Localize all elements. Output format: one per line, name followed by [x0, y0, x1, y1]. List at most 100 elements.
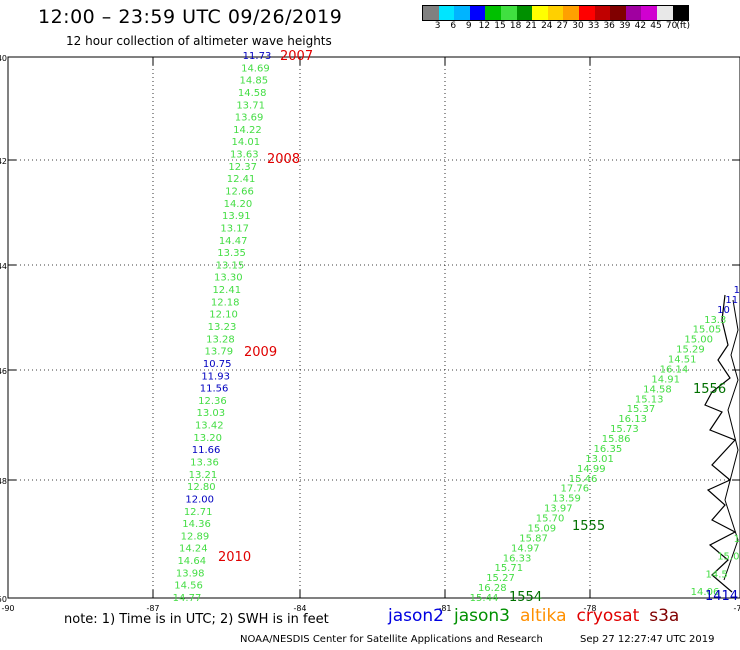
wave-height-value: 13.91 — [222, 211, 251, 222]
lat-tick-label: 46 — [0, 367, 7, 376]
colorbar-label: 24 — [541, 21, 553, 31]
footer-credit: NOAA/NESDIS Center for Satellite Applica… — [240, 634, 543, 645]
legend-item-altika: altika — [520, 606, 567, 626]
legend-item-jason2: jason2 — [388, 606, 444, 626]
satellite-legend: jason2 jason3 altika cryosat s3a — [388, 606, 689, 626]
wave-height-value: 15.13 — [635, 394, 664, 405]
pass-time-label: 2010 — [218, 550, 251, 565]
lon-tick-label: -90 — [1, 604, 14, 613]
colorbar-swatch — [578, 6, 595, 20]
wave-height-value: 14.06 — [691, 587, 720, 598]
wave-height-value: 16.13 — [618, 414, 647, 425]
wave-height-value: 11.56 — [200, 384, 229, 395]
colorbar-swatch — [563, 6, 579, 20]
wave-height-value: 16.14 — [660, 364, 689, 375]
wave-height-value: 14.99 — [577, 464, 606, 475]
pass-time-label: 2009 — [244, 345, 277, 360]
wave-height-value: 15.29 — [676, 345, 705, 356]
colorbar-label: 33 — [587, 21, 600, 31]
colorbar-swatch — [516, 6, 533, 20]
wave-height-value: 15.09 — [527, 523, 556, 534]
colorbar-swatch — [656, 6, 673, 20]
wave-height-value: 14.77 — [173, 593, 202, 604]
legend-item-s3a: s3a — [649, 606, 680, 626]
wave-height-value: 12.66 — [225, 187, 254, 198]
wave-height-value: 14.58 — [643, 384, 672, 395]
wave-height-value: 15.87 — [519, 533, 548, 544]
lat-tick-label: 48 — [0, 477, 7, 486]
wave-height-value: 13.69 — [235, 113, 264, 124]
wave-height-value: 17.76 — [561, 484, 590, 495]
legend-item-jason3: jason3 — [454, 606, 510, 626]
wave-height-value: 14.56 — [174, 581, 203, 592]
wave-height-value: 14.64 — [177, 556, 206, 567]
wave-height-value: 12.36 — [198, 396, 227, 407]
colorbar-labels: 3 6 9 12 15 18 21 24 27 30 33 36 39 42 45 70 (ft) — [422, 21, 740, 33]
colorbar-swatch — [454, 6, 470, 20]
wave-height-value: 13.20 — [193, 433, 222, 444]
wave-height-value: 13.42 — [195, 421, 224, 432]
wave-height-value: 15.86 — [602, 434, 631, 445]
wave-height-value: 12.89 — [181, 531, 210, 542]
lat-tick-label: 40 — [0, 54, 7, 63]
wave-height-value: 14.51 — [668, 355, 697, 366]
wave-height-value: 12.10 — [209, 310, 238, 321]
wave-height-value: 14.20 — [224, 199, 253, 210]
legend-item-cryosat: cryosat — [576, 606, 640, 626]
lon-tick-label: -78 — [583, 604, 596, 613]
wave-height-value: 15.71 — [494, 563, 523, 574]
colorbar-label: 12 — [478, 21, 491, 31]
pass-time-label: 1556 — [693, 382, 726, 397]
pass-time-label: 1554 — [509, 590, 542, 605]
wave-height-value: 13.01 — [585, 454, 614, 465]
wave-height-value: 13.35 — [217, 248, 246, 259]
wave-height-value: 16.33 — [503, 553, 532, 564]
colorbar-swatch — [547, 6, 564, 20]
colorbar-label: 30 — [572, 21, 584, 31]
wave-height-value: 14.24 — [179, 544, 208, 555]
wave-height-value: 13.63 — [230, 150, 259, 161]
wave-height-value: 14.47 — [219, 236, 248, 247]
pass-time-label: 2007 — [280, 49, 313, 64]
wave-height-value: 15.05 — [693, 325, 722, 336]
wave-height-value: 14.69 — [241, 63, 270, 74]
pass-time-label: 1555 — [572, 519, 605, 534]
wave-height-value: 15.70 — [536, 514, 565, 525]
footer-timestamp: Sep 27 12:27:47 UTC 2019 — [580, 634, 715, 645]
wave-height-value: 11.73 — [243, 51, 272, 62]
wave-height-value: 14.36 — [182, 519, 211, 530]
coastline — [723, 299, 739, 581]
wave-height-value: 13.59 — [552, 494, 581, 505]
page-subtitle: 12 hour collection of altimeter wave hei… — [66, 34, 332, 48]
lon-tick-label: -87 — [146, 604, 159, 613]
wave-height-value: 15.00 — [684, 335, 713, 346]
colorbar-swatch — [438, 6, 455, 20]
wave-height-value: 13.98 — [176, 568, 205, 579]
wave-height-value: 13.15 — [216, 260, 245, 271]
wave-height-value: 12.18 — [211, 297, 240, 308]
colorbar-label: 15 — [494, 21, 506, 31]
lat-tick-label: 42 — [0, 157, 7, 166]
wave-height-value: 14.22 — [233, 125, 262, 136]
colorbar-swatch — [532, 6, 548, 20]
colorbar-label: 27 — [556, 21, 569, 31]
wave-height-value: 10 — [734, 285, 740, 296]
wave-height-value: 13.3 — [704, 315, 726, 326]
colorbar-label: 9 — [465, 21, 472, 31]
wave-height-value: 10.75 — [203, 359, 232, 370]
pass-time-label: 1414 — [705, 589, 738, 604]
wave-height-value: 13.36 — [190, 458, 219, 469]
wave-height-value: 13.21 — [189, 470, 218, 481]
wave-height-value: 12.41 — [212, 285, 241, 296]
colorbar-swatch — [423, 6, 439, 20]
wave-height-value: 15.0 — [717, 552, 739, 563]
wave-height-value: 12.80 — [187, 482, 216, 493]
lon-tick-label: -84 — [293, 604, 306, 613]
wave-height-value: 14.91 — [651, 374, 680, 385]
colorbar-label: 3 — [434, 21, 441, 31]
colorbar-swatch — [641, 6, 657, 20]
colorbar-label: 36 — [603, 21, 615, 31]
wave-height-value: 14.58 — [238, 88, 267, 99]
colorbar — [422, 5, 690, 21]
